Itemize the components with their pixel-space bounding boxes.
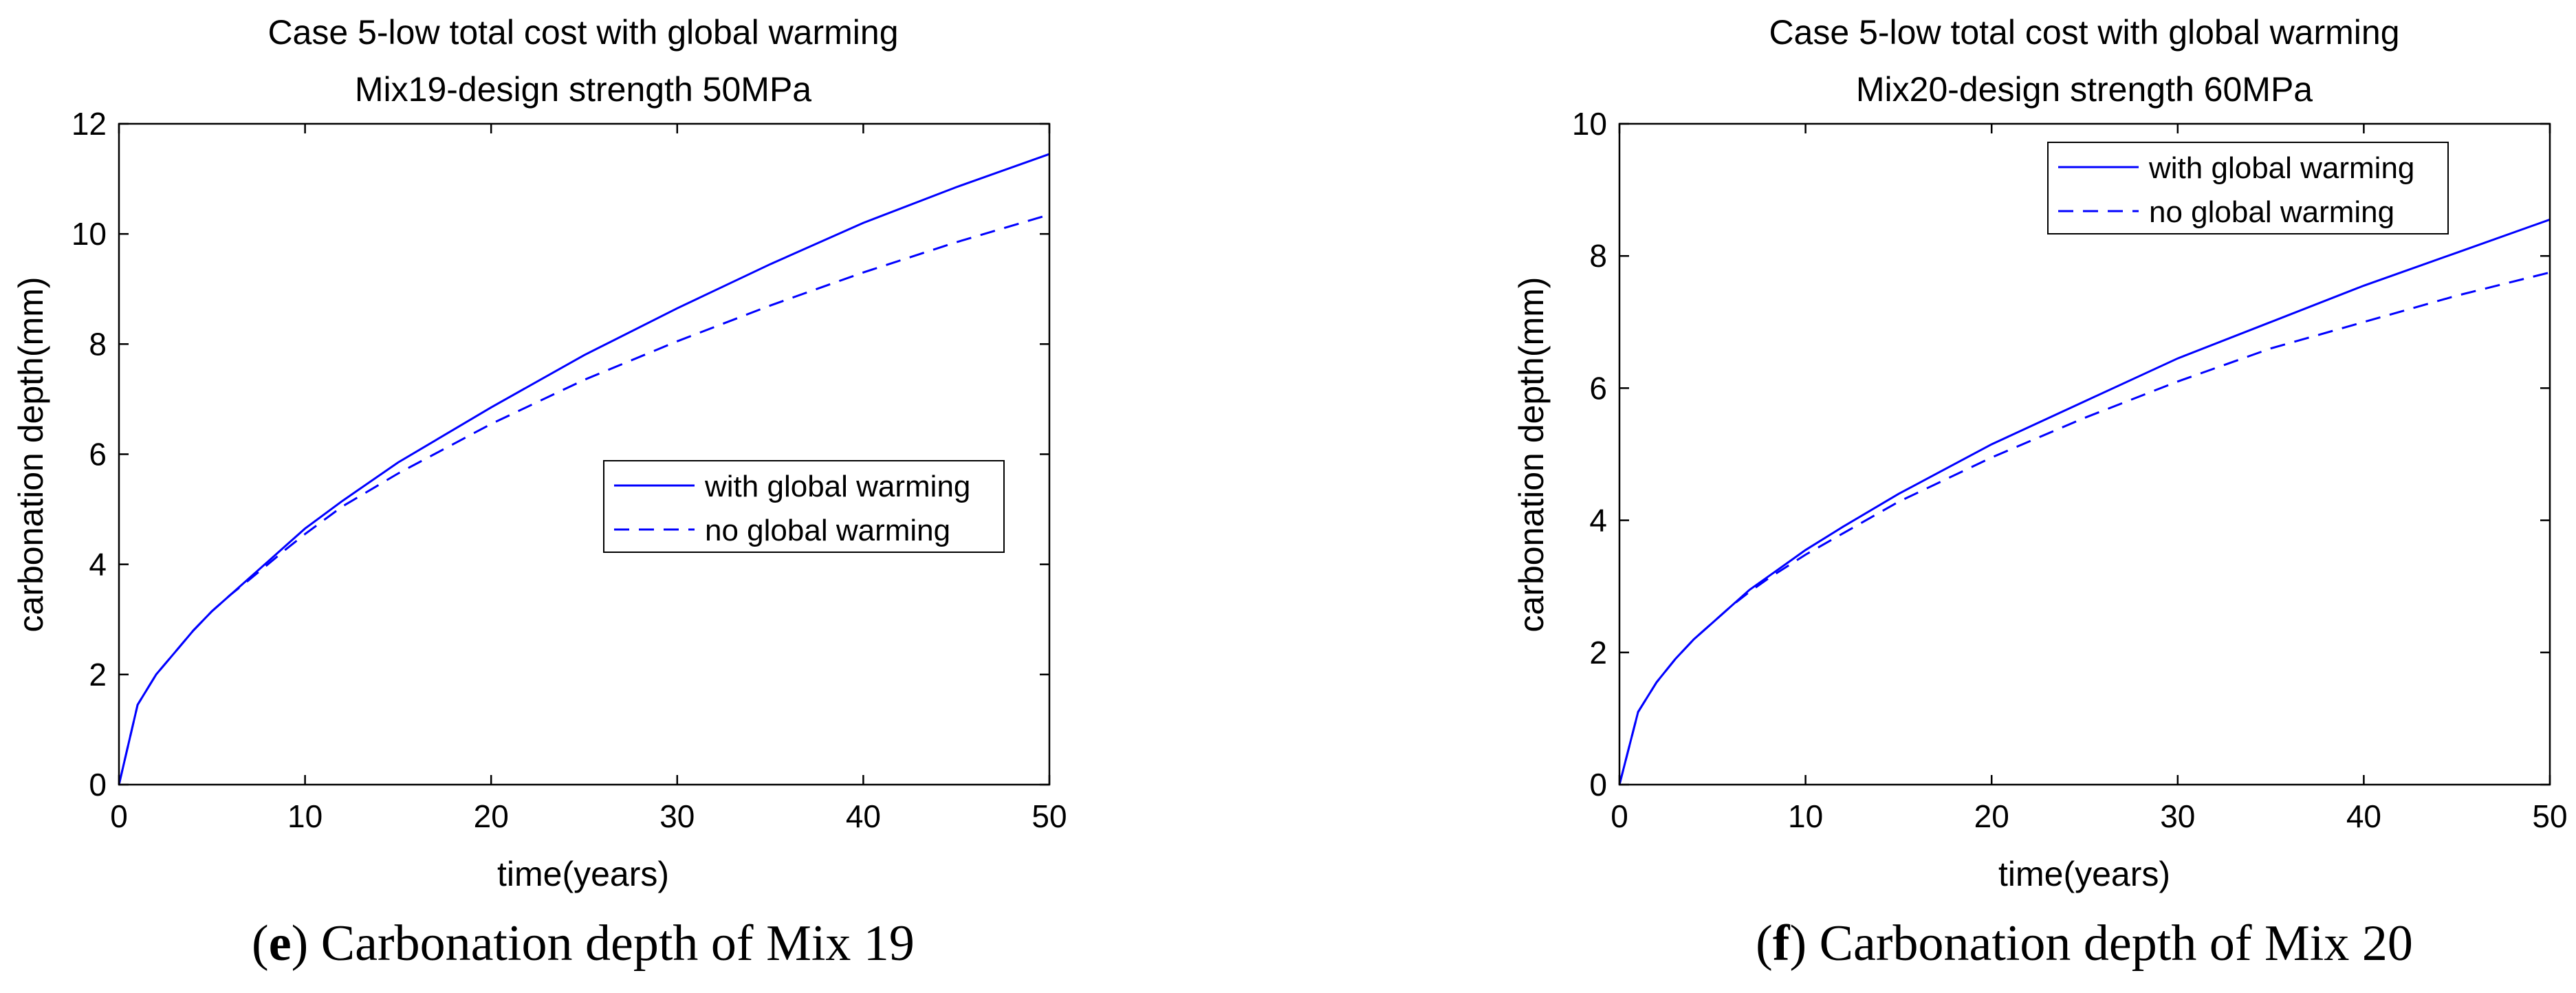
legend: with global warming no global warming — [2047, 142, 2449, 234]
axis-ticks: 0 10 20 30 40 50 0 2 4 6 8 10 — [1572, 106, 2568, 834]
chart-mix19: Case 5-low total cost with global warmin… — [12, 13, 1067, 972]
legend-label-with-global-warming: with global warming — [2148, 151, 2414, 185]
y-tick-label: 6 — [1589, 370, 1607, 406]
x-tick-label: 0 — [110, 798, 128, 834]
chart-subtitle: Mix19-design strength 50MPa — [355, 70, 811, 109]
caption-letter: e — [269, 915, 292, 972]
y-tick-label: 8 — [1589, 238, 1607, 274]
legend-label-no-global-warming: no global warming — [705, 514, 950, 547]
x-tick-label: 30 — [2160, 798, 2195, 834]
axis-ticks: 0 10 20 30 40 50 0 2 4 6 8 10 12 — [72, 106, 1067, 834]
series-line-with-global-warming — [1618, 218, 2551, 785]
x-tick-label: 10 — [1788, 798, 1823, 834]
caption-text: Carbonation depth of Mix 20 — [1807, 915, 2413, 972]
y-axis-label: carbonation depth(mm) — [1512, 277, 1551, 633]
legend-label-with-global-warming: with global warming — [704, 470, 970, 503]
series-line-no-global-warming — [1618, 271, 2551, 785]
axes-frame — [1618, 122, 2551, 786]
caption-text: Carbonation depth of Mix 19 — [308, 915, 915, 972]
series-line-no-global-warming — [118, 213, 1050, 785]
x-axis-label: time(years) — [1998, 855, 2170, 893]
x-tick-label: 10 — [287, 798, 323, 834]
y-tick-label: 2 — [1589, 635, 1607, 670]
caption-letter: f — [1773, 915, 1791, 972]
x-axis-label: time(years) — [497, 855, 669, 893]
y-tick-label: 10 — [1572, 106, 1607, 142]
x-tick-label: 40 — [2346, 798, 2381, 834]
legend-label-no-global-warming: no global warming — [2149, 195, 2394, 229]
figure-caption: (f) Carbonation depth of Mix 20 — [1756, 915, 2413, 972]
y-tick-label: 4 — [89, 547, 107, 582]
legend-box — [2047, 142, 2449, 234]
legend: with global warming no global warming — [603, 460, 1005, 553]
figure-caption: (e) Carbonation depth of Mix 19 — [252, 915, 915, 972]
y-tick-label: 0 — [1589, 767, 1607, 803]
y-tick-label: 8 — [89, 326, 107, 362]
x-tick-label: 50 — [2532, 798, 2567, 834]
y-tick-label: 4 — [1589, 503, 1607, 538]
x-tick-label: 40 — [846, 798, 881, 834]
y-tick-label: 6 — [89, 437, 107, 472]
legend-box — [603, 460, 1005, 553]
x-tick-label: 20 — [474, 798, 509, 834]
x-tick-label: 0 — [1611, 798, 1628, 834]
chart-title: Case 5-low total cost with global warmin… — [1769, 13, 2399, 52]
y-tick-label: 10 — [72, 216, 107, 252]
y-tick-label: 12 — [72, 106, 107, 142]
x-tick-label: 50 — [1032, 798, 1067, 834]
chart-mix20: Case 5-low total cost with global warmin… — [1512, 13, 2568, 972]
plot-area — [118, 153, 1050, 785]
y-axis-label: carbonation depth(mm) — [12, 277, 50, 633]
axes-frame — [118, 122, 1051, 786]
chart-subtitle: Mix20-design strength 60MPa — [1856, 70, 2313, 109]
y-tick-label: 2 — [89, 657, 107, 692]
plot-area — [1618, 218, 2551, 785]
chart-title: Case 5-low total cost with global warmin… — [268, 13, 898, 52]
x-tick-label: 20 — [1974, 798, 2009, 834]
y-tick-label: 0 — [89, 767, 107, 803]
x-tick-label: 30 — [659, 798, 695, 834]
